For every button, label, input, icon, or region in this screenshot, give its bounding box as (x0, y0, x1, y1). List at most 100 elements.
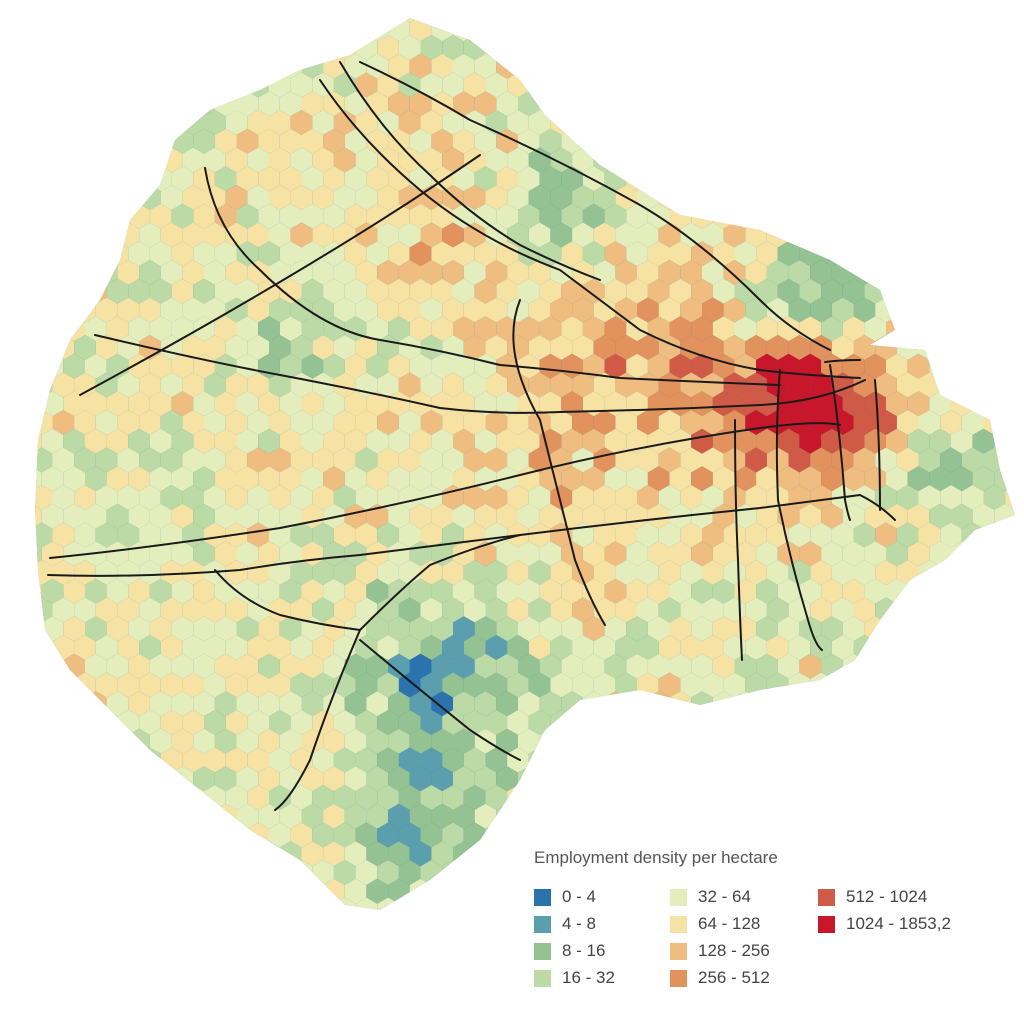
density-cell (550, 372, 573, 398)
density-cell (420, 635, 443, 660)
density-cell (52, 260, 75, 285)
density-cell (355, 147, 378, 173)
density-cell (485, 560, 508, 585)
density-cell (344, 91, 367, 117)
density-cell (756, 616, 778, 642)
density-cell (485, 522, 508, 548)
density-cell (669, 18, 692, 42)
density-cell (442, 447, 464, 473)
density-cell (669, 241, 692, 267)
density-cell (702, 260, 724, 285)
density-cell (74, 18, 96, 23)
density-cell (388, 503, 410, 529)
density-cell (680, 822, 702, 848)
density-cell (702, 597, 724, 623)
density-cell (886, 278, 908, 304)
density-cell (171, 503, 194, 529)
density-cell (1016, 504, 1024, 529)
density-cell (106, 691, 129, 717)
density-cell (615, 110, 637, 135)
density-cell (561, 391, 583, 417)
density-cell (409, 241, 432, 267)
density-cell (95, 597, 118, 623)
density-cell (756, 691, 778, 717)
density-cell (420, 897, 443, 910)
density-cell (734, 728, 757, 754)
density-cell (106, 653, 129, 679)
density-cell (474, 616, 497, 642)
density-cell (658, 372, 681, 398)
density-cell (593, 297, 616, 323)
density-cell (236, 18, 259, 42)
density-cell (9, 748, 31, 773)
density-cell (831, 18, 854, 23)
density-cell (961, 560, 984, 585)
density-cell (983, 18, 1006, 23)
density-cell (951, 316, 973, 342)
density-cell (961, 185, 984, 210)
density-cell (972, 203, 995, 229)
density-cell (918, 710, 941, 735)
density-cell (777, 653, 800, 679)
density-cell (485, 72, 508, 98)
density-cell (604, 728, 627, 754)
density-cell (106, 53, 129, 79)
density-cell (35, 147, 53, 173)
legend-item-0: 0 - 4 (534, 887, 596, 907)
density-cell (518, 691, 540, 717)
density-cell (615, 747, 637, 773)
density-cell (301, 878, 324, 904)
density-cell (940, 672, 962, 698)
density-cell (821, 203, 843, 229)
density-cell (279, 203, 302, 229)
density-cell (290, 18, 313, 23)
density-cell (269, 860, 291, 885)
density-cell (117, 635, 140, 660)
density-cell (63, 241, 85, 267)
density-cell (766, 335, 789, 360)
density-cell (691, 166, 713, 192)
density-cell (799, 353, 822, 379)
density-cell (453, 353, 475, 379)
density-cell (377, 110, 399, 135)
density-cell (539, 241, 562, 267)
density-cell (312, 822, 334, 848)
density-cell (691, 128, 713, 154)
density-cell (777, 203, 800, 229)
density-cell (269, 110, 291, 135)
density-cell (669, 391, 692, 417)
density-cell (615, 447, 637, 473)
density-cell (269, 747, 291, 773)
density-cell (702, 222, 724, 248)
density-cell (139, 110, 161, 135)
density-cell (972, 803, 995, 829)
density-cell (171, 53, 194, 79)
density-cell (279, 353, 302, 379)
density-cell (41, 18, 64, 42)
density-cell (149, 803, 172, 829)
density-cell (388, 691, 410, 717)
density-cell (485, 485, 508, 510)
density-cell (485, 710, 508, 735)
density-cell (258, 503, 280, 529)
density-cell (301, 578, 324, 604)
density-cell (582, 53, 605, 79)
density-cell (723, 785, 746, 810)
density-cell (377, 860, 399, 885)
legend-swatch (670, 942, 687, 960)
density-cell (961, 635, 984, 660)
density-cell (9, 823, 31, 848)
density-cell (550, 35, 573, 60)
density-cell (377, 710, 399, 735)
density-cell (442, 72, 464, 98)
density-cell (788, 522, 811, 548)
density-cell (128, 428, 150, 454)
density-cell (9, 35, 31, 60)
density-cell (691, 428, 713, 454)
legend-item-9: 1024 - 1853,2 (818, 914, 951, 934)
density-cell (539, 766, 562, 792)
density-cell (106, 91, 129, 117)
density-cell (647, 766, 670, 792)
density-cell (907, 728, 930, 754)
density-cell (312, 372, 334, 398)
